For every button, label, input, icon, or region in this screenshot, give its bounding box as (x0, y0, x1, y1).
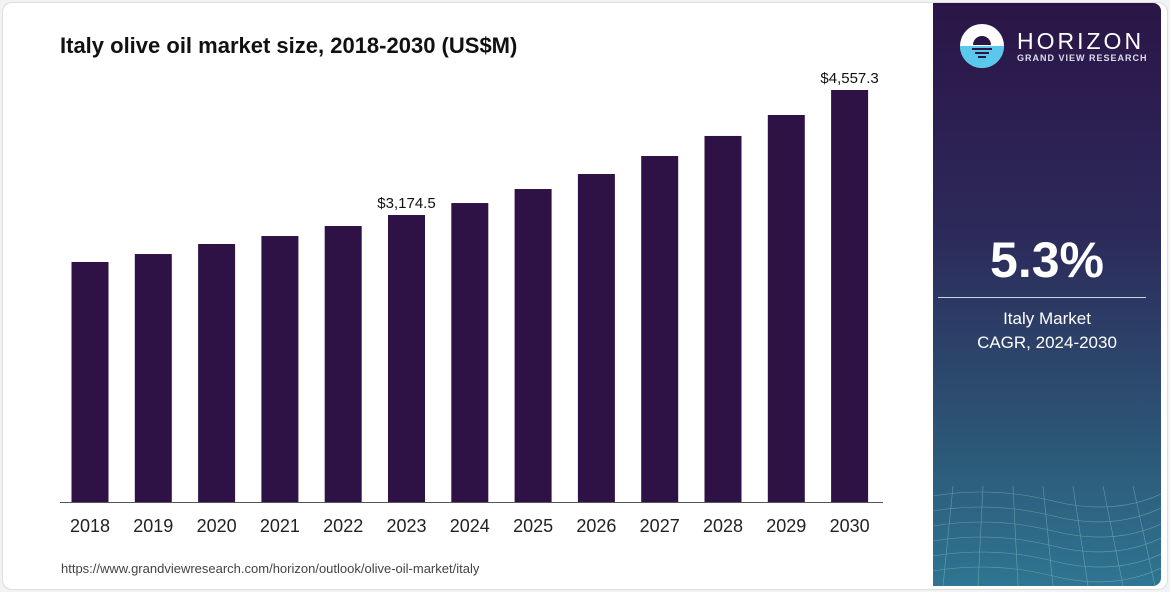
divider (938, 297, 1146, 298)
x-tick-label: 2028 (703, 516, 743, 536)
bar-2025 (514, 189, 552, 502)
logo-main-text: HORIZON (1017, 28, 1145, 54)
bar-2018 (71, 261, 109, 502)
bar-2022 (324, 225, 362, 502)
data-label: $4,557.3 (820, 70, 878, 87)
bar-2023 (388, 215, 425, 502)
bar-2027 (641, 156, 679, 502)
x-tick-label: 2022 (323, 516, 363, 536)
x-tick-label: 2020 (197, 516, 237, 536)
logo-sub-text: GRAND VIEW RESEARCH (1017, 53, 1148, 63)
cagr-label-line1: Italy Market (1003, 309, 1091, 328)
bar-2021 (261, 236, 299, 502)
data-label: $3,174.5 (377, 195, 435, 212)
bar-2024 (451, 203, 489, 502)
x-tick-label: 2025 (513, 516, 553, 536)
bar-chart: 2018 2019 2020 2021 2022 2023 $3,174.5 2024 2025… (60, 70, 883, 536)
x-tick-label: 2024 (450, 516, 490, 536)
horizon-logo-icon (960, 24, 1004, 68)
x-tick-label: 2021 (260, 516, 300, 536)
x-tick-label: 2026 (576, 516, 616, 536)
x-tick-label: 2030 (830, 516, 870, 536)
bar-2030 (831, 90, 869, 502)
bar-2028 (704, 135, 742, 502)
x-tick-label: 2027 (640, 516, 680, 536)
x-tick-label: 2018 (70, 516, 110, 536)
cagr-panel: HORIZON GRAND VIEW RESEARCH 5.3% Italy M… (933, 3, 1161, 586)
cagr-label-line2: CAGR, 2024-2030 (977, 333, 1117, 352)
x-tick-label: 2023 (386, 516, 426, 536)
bar-2026 (577, 174, 615, 502)
bar-2029 (767, 114, 805, 503)
cagr-label: Italy Market CAGR, 2024-2030 (933, 307, 1161, 355)
source-url[interactable]: https://www.grandviewresearch.com/horizo… (61, 561, 480, 576)
x-tick-label: 2029 (766, 516, 806, 536)
mesh-decoration (933, 486, 1161, 586)
cagr-value: 5.3% (990, 232, 1104, 288)
chart-title: Italy olive oil market size, 2018-2030 (… (60, 33, 518, 58)
x-tick-label: 2019 (133, 516, 173, 536)
bar-2020 (198, 243, 236, 502)
bar-2019 (134, 254, 172, 502)
horizon-logo: HORIZON GRAND VIEW RESEARCH (959, 23, 1148, 69)
